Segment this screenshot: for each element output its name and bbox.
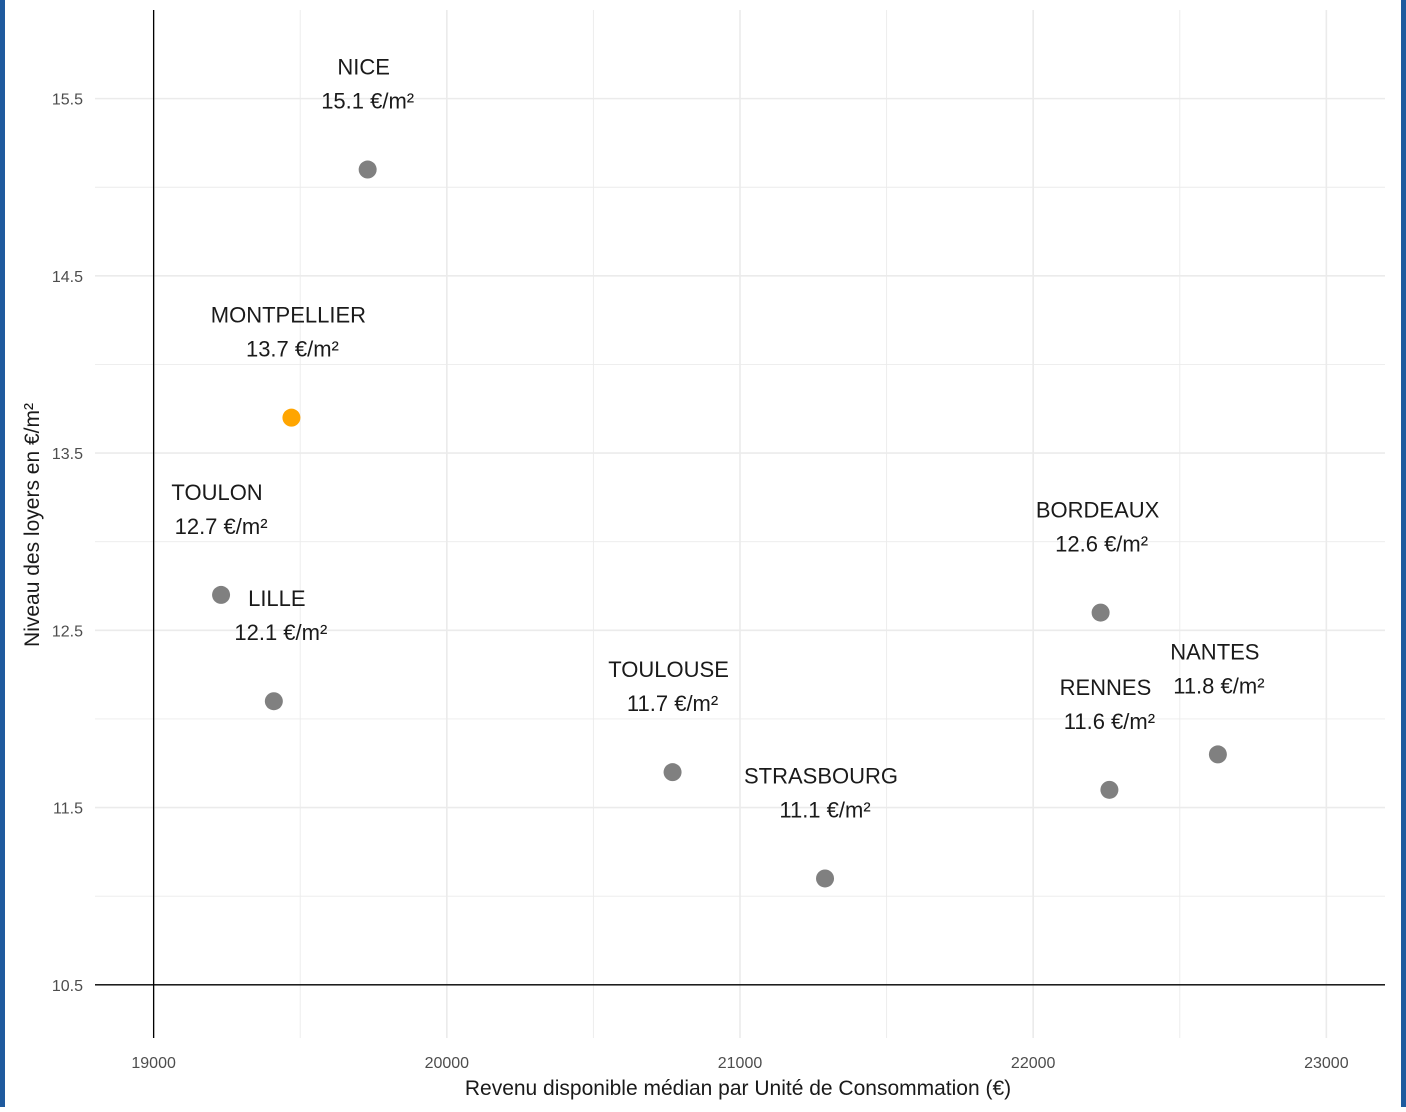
city-value-nantes: 11.8 €/m² (1173, 673, 1264, 698)
point-lille (264, 692, 283, 711)
scatter-chart: 19000 20000 21000 22000 23000 10.5 11.5 12.5 13.… (21, 10, 1385, 1100)
y-tick-label: 11.5 (53, 801, 83, 818)
city-value-nice: 15.1 €/m² (321, 89, 414, 114)
axes (95, 10, 1385, 1038)
point-rennes (1100, 780, 1119, 799)
point-nice (358, 160, 377, 179)
city-value-strasbourg: 11.1 €/m² (779, 797, 870, 822)
city-value-toulon: 12.7 €/m² (175, 514, 268, 539)
city-name-rennes: RENNES (1060, 675, 1152, 700)
city-value-bordeaux: 12.6 €/m² (1055, 532, 1148, 557)
city-name-toulon: TOULON (171, 480, 262, 505)
city-name-lille: LILLE (248, 586, 306, 611)
city-name-strasbourg: STRASBOURG (744, 763, 898, 788)
x-axis-title: Revenu disponible médian par Unité de Co… (465, 1077, 1011, 1100)
y-tick-label: 15.5 (52, 92, 83, 109)
grid-major (95, 10, 1385, 1038)
city-name-nantes: NANTES (1170, 639, 1259, 664)
y-axis-title: Niveau des loyers en €/m² (21, 403, 44, 647)
point-toulon (212, 585, 231, 604)
data-points (212, 160, 1227, 888)
x-tick-label: 22000 (1011, 1055, 1056, 1072)
point-toulouse (663, 763, 682, 782)
tick-labels: 19000 20000 21000 22000 23000 10.5 11.5 12.5 13.… (52, 92, 1349, 1072)
city-value-toulouse: 11.7 €/m² (627, 691, 718, 716)
x-tick-label: 23000 (1304, 1055, 1349, 1072)
point-nantes (1208, 745, 1227, 764)
city-value-lille: 12.1 €/m² (234, 620, 327, 645)
x-tick-label: 21000 (718, 1055, 763, 1072)
point-strasbourg (816, 869, 835, 888)
y-tick-label: 10.5 (52, 978, 83, 995)
y-tick-label: 12.5 (52, 623, 83, 640)
x-tick-label: 19000 (131, 1055, 176, 1072)
city-value-rennes: 11.6 €/m² (1064, 709, 1155, 734)
city-name-toulouse: TOULOUSE (608, 657, 729, 682)
point-montpellier (282, 408, 301, 427)
city-value-montpellier: 13.7 €/m² (246, 337, 339, 362)
y-tick-label: 13.5 (52, 446, 83, 463)
city-name-montpellier: MONTPELLIER (211, 303, 366, 328)
x-tick-label: 20000 (425, 1055, 470, 1072)
y-tick-label: 14.5 (52, 269, 83, 286)
point-bordeaux (1091, 603, 1110, 622)
city-name-bordeaux: BORDEAUX (1036, 498, 1160, 523)
city-name-nice: NICE (337, 55, 390, 80)
point-labels: NICE 15.1 €/m² MONTPELLIER 13.7 €/m² TOULON 1… (171, 55, 1264, 823)
